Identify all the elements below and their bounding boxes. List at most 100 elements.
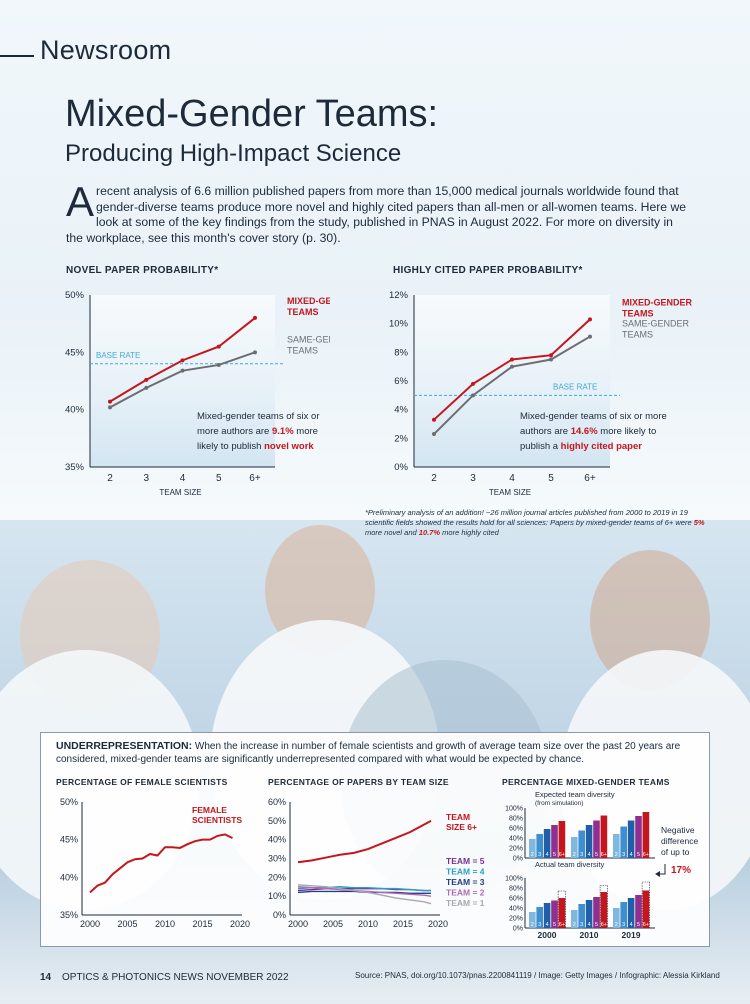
x-tick-label: 6+ [249, 473, 261, 484]
actual-bar [613, 908, 620, 928]
x-tick-label: 4 [509, 473, 515, 484]
actual-bar [571, 910, 578, 928]
actual-expected-outline [599, 885, 608, 929]
y-tick-label: 40% [268, 835, 286, 845]
y-tick-label: 50% [268, 816, 286, 826]
data-point [108, 405, 112, 410]
actual-bar [585, 900, 593, 928]
data-point [510, 357, 514, 362]
x-axis-title: TEAM SIZE [159, 488, 201, 497]
expected-bar [536, 834, 543, 858]
annotation-line1: Mixed-gender teams of six or [197, 411, 320, 422]
expected-bar-label: 3 [580, 852, 583, 858]
actual-bar [600, 892, 608, 928]
expected-y-tick: 20% [509, 846, 523, 853]
expected-bar-label: 2 [615, 852, 618, 858]
actual-bar-label: 5 [595, 922, 598, 928]
actual-bar-label: 6+ [601, 922, 607, 928]
y-tick-label: 45% [65, 347, 85, 358]
expected-y-tick: 100% [505, 806, 523, 813]
series-label-line1: SAME-GENDER [622, 319, 690, 329]
expected-bar [635, 816, 642, 858]
y-tick-label: 10% [389, 319, 409, 330]
actual-bar [578, 904, 585, 928]
y-tick-label: 0% [394, 462, 408, 473]
x-tick-label: 2020 [428, 919, 448, 929]
x-tick-label: 3 [143, 473, 149, 484]
actual-bar-label: 5 [637, 922, 640, 928]
x-tick-label: 5 [548, 473, 554, 484]
annotation-line3: publish a highly cited paper [520, 441, 642, 452]
series-label-team-4: TEAM = 4 [446, 867, 485, 877]
note-value-novel: 5% [693, 518, 705, 527]
expected-y-tick: 0% [513, 856, 523, 863]
data-point [180, 358, 185, 363]
actual-bar-label: 6+ [559, 922, 565, 928]
callout-arrowhead [655, 871, 660, 877]
x-tick-label: 2015 [192, 919, 212, 929]
group-label: 2000 [538, 930, 557, 940]
y-tick-label: 45% [60, 835, 78, 845]
x-tick-label: 5 [216, 473, 222, 484]
panel-text: When the increase in number of female sc… [56, 741, 681, 765]
x-tick-label: 6+ [584, 473, 596, 484]
papers-by-team-size-chart: 0% 10% 20% 30% 40% 50% 60% 2000 2005 2010 2015 2020… [268, 797, 485, 929]
x-tick-label: 2005 [323, 919, 343, 929]
expected-bar [613, 834, 620, 858]
data-point [253, 350, 257, 355]
actual-bar [593, 897, 600, 928]
actual-bar-label: 2 [531, 922, 534, 928]
expected-bar-label: 4 [588, 852, 591, 858]
chart5-title: PERCENTAGE MIXED-GENDER TEAMS [502, 777, 670, 787]
expected-bar-label: 5 [553, 852, 556, 858]
actual-bar [543, 903, 551, 928]
y-tick-label: 30% [268, 854, 286, 864]
y-tick-label: 35% [60, 910, 78, 920]
base-rate-label: BASE RATE [96, 351, 140, 360]
data-point [549, 353, 553, 358]
expected-bar-label: 6+ [559, 852, 565, 858]
annotation-line1: Mixed-gender teams of six or more [520, 411, 667, 422]
x-tick-label: 2 [431, 473, 437, 484]
data-point [180, 368, 185, 373]
x-tick-label: 2020 [230, 919, 250, 929]
y-tick-label: 35% [65, 462, 85, 473]
actual-bar-label: 3 [580, 922, 583, 928]
actual-bar-label: 5 [553, 922, 556, 928]
actual-bar [635, 895, 642, 928]
x-tick-label: 3 [470, 473, 476, 484]
actual-y-tick: 80% [509, 886, 523, 893]
expected-bar-label: 5 [637, 852, 640, 858]
actual-bar [620, 902, 627, 928]
data-point [510, 364, 514, 369]
note-text-3: more highly cited [440, 528, 499, 537]
expected-bar [627, 820, 635, 858]
data-point [471, 381, 475, 386]
series-label-line2: TEAMS [622, 308, 654, 318]
series-label-line2: SCIENTISTS [192, 815, 242, 825]
footnote: *Preliminary analysis of an addition! ~2… [365, 508, 705, 538]
expected-label: Expected team diversity [535, 790, 615, 799]
y-tick-label: 20% [268, 872, 286, 882]
note-value-cited: 10.7% [418, 528, 441, 537]
section-title: Newsroom [40, 35, 172, 65]
y-tick-label: 12% [389, 290, 409, 301]
y-tick-label: 40% [65, 405, 85, 416]
note-text-2: more novel and [365, 528, 419, 537]
y-tick-label: 8% [394, 347, 408, 358]
actual-bar-label: 2 [573, 922, 576, 928]
novel-paper-chart: 35% 40% 45% 50% 2 3 4 5 6+ TEAM SIZE BASE RATE MIXE… [65, 290, 330, 497]
expected-bar-label: 6+ [601, 852, 607, 858]
series-label-team-1: TEAM = 1 [446, 898, 485, 908]
data-point [108, 399, 112, 404]
data-point [588, 334, 592, 339]
expected-bar [543, 829, 551, 858]
series-label-line2: SIZE 6+ [446, 822, 477, 832]
expected-bar-label: 6+ [643, 852, 649, 858]
y-tick-label: 50% [60, 797, 78, 807]
expected-bar-label: 2 [531, 852, 534, 858]
chart2-title: HIGHLY CITED PAPER PROBABILITY* [393, 265, 583, 276]
chart3-title: PERCENTAGE OF FEMALE SCIENTISTS [56, 777, 228, 787]
x-tick-label: 2000 [80, 919, 100, 929]
actual-bar-label: 6+ [643, 922, 649, 928]
